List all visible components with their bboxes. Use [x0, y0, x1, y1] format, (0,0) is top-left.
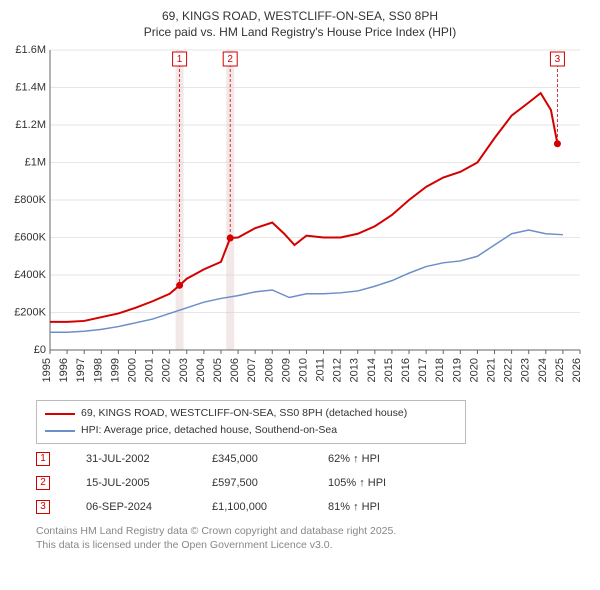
transaction-row: 1 31-JUL-2002 £345,000 62% ↑ HPI	[36, 452, 590, 466]
transaction-marker-box: 2	[36, 476, 50, 490]
transaction-marker-box: 3	[36, 500, 50, 514]
footer-attribution: Contains HM Land Registry data © Crown c…	[36, 524, 590, 552]
svg-text:£200K: £200K	[14, 307, 46, 319]
svg-text:2020: 2020	[468, 358, 480, 382]
svg-text:2003: 2003	[178, 358, 190, 382]
footer-line-2: This data is licensed under the Open Gov…	[36, 539, 333, 551]
legend-label: HPI: Average price, detached house, Sout…	[81, 422, 337, 439]
transaction-marker-box: 1	[36, 452, 50, 466]
legend-row: HPI: Average price, detached house, Sout…	[45, 422, 457, 439]
transaction-pct: 62% ↑ HPI	[328, 453, 418, 465]
svg-text:£0: £0	[34, 344, 46, 356]
transaction-row: 3 06-SEP-2024 £1,100,000 81% ↑ HPI	[36, 500, 590, 514]
transaction-row: 2 15-JUL-2005 £597,500 105% ↑ HPI	[36, 476, 590, 490]
svg-text:1998: 1998	[92, 358, 104, 382]
svg-text:2010: 2010	[297, 358, 309, 382]
svg-text:£600K: £600K	[14, 232, 46, 244]
svg-text:2018: 2018	[434, 358, 446, 382]
svg-text:1996: 1996	[58, 358, 70, 382]
svg-text:2019: 2019	[451, 358, 463, 382]
transaction-pct: 81% ↑ HPI	[328, 501, 418, 513]
chart-title: 69, KINGS ROAD, WESTCLIFF-ON-SEA, SS0 8P…	[10, 8, 590, 40]
svg-text:2013: 2013	[349, 358, 361, 382]
legend-swatch	[45, 430, 75, 432]
svg-text:2014: 2014	[366, 358, 378, 382]
line-chart-svg: £0 £200K £400K £600K £800K £1M £1.2M £1.4M £1.6M…	[10, 44, 590, 394]
legend-label: 69, KINGS ROAD, WESTCLIFF-ON-SEA, SS0 8P…	[81, 405, 407, 422]
title-line-1: 69, KINGS ROAD, WESTCLIFF-ON-SEA, SS0 8P…	[162, 9, 438, 23]
legend-row: 69, KINGS ROAD, WESTCLIFF-ON-SEA, SS0 8P…	[45, 405, 457, 422]
transaction-price: £345,000	[212, 453, 292, 465]
svg-text:£1.2M: £1.2M	[15, 119, 46, 131]
svg-text:2017: 2017	[417, 358, 429, 382]
svg-text:2007: 2007	[246, 358, 258, 382]
transactions-table: 1 31-JUL-2002 £345,000 62% ↑ HPI 2 15-JUL-200…	[36, 452, 590, 514]
svg-text:1999: 1999	[109, 358, 121, 382]
svg-text:£1.4M: £1.4M	[15, 82, 46, 94]
svg-text:2026: 2026	[571, 358, 583, 382]
svg-text:2024: 2024	[537, 358, 549, 382]
svg-text:2011: 2011	[315, 358, 327, 382]
svg-text:2000: 2000	[126, 358, 138, 382]
transaction-date: 31-JUL-2002	[86, 453, 176, 465]
svg-text:£800K: £800K	[14, 194, 46, 206]
svg-text:2004: 2004	[195, 358, 207, 382]
svg-text:2015: 2015	[383, 358, 395, 382]
svg-text:2008: 2008	[263, 358, 275, 382]
svg-text:2: 2	[227, 55, 233, 66]
footer-line-1: Contains HM Land Registry data © Crown c…	[36, 525, 396, 537]
svg-text:£400K: £400K	[14, 269, 46, 281]
svg-text:£1M: £1M	[25, 157, 46, 169]
svg-text:2002: 2002	[161, 358, 173, 382]
transaction-price: £597,500	[212, 477, 292, 489]
transaction-date: 06-SEP-2024	[86, 501, 176, 513]
chart-area: £0 £200K £400K £600K £800K £1M £1.2M £1.4M £1.6M…	[10, 44, 590, 394]
svg-text:2023: 2023	[520, 358, 532, 382]
svg-text:3: 3	[555, 55, 561, 66]
svg-text:2016: 2016	[400, 358, 412, 382]
svg-text:2021: 2021	[486, 358, 498, 382]
svg-text:2001: 2001	[144, 358, 156, 382]
svg-text:2012: 2012	[332, 358, 344, 382]
svg-text:1: 1	[177, 55, 183, 66]
svg-text:1997: 1997	[75, 358, 87, 382]
svg-text:2005: 2005	[212, 358, 224, 382]
svg-text:2009: 2009	[280, 358, 292, 382]
svg-text:1995: 1995	[41, 358, 53, 382]
svg-text:2025: 2025	[554, 358, 566, 382]
legend-swatch	[45, 413, 75, 416]
transaction-price: £1,100,000	[212, 501, 292, 513]
transaction-pct: 105% ↑ HPI	[328, 477, 418, 489]
svg-text:2022: 2022	[503, 358, 515, 382]
transaction-date: 15-JUL-2005	[86, 477, 176, 489]
svg-text:£1.6M: £1.6M	[15, 44, 46, 56]
svg-text:2006: 2006	[229, 358, 241, 382]
legend: 69, KINGS ROAD, WESTCLIFF-ON-SEA, SS0 8P…	[36, 400, 466, 444]
title-line-2: Price paid vs. HM Land Registry's House …	[144, 25, 456, 39]
